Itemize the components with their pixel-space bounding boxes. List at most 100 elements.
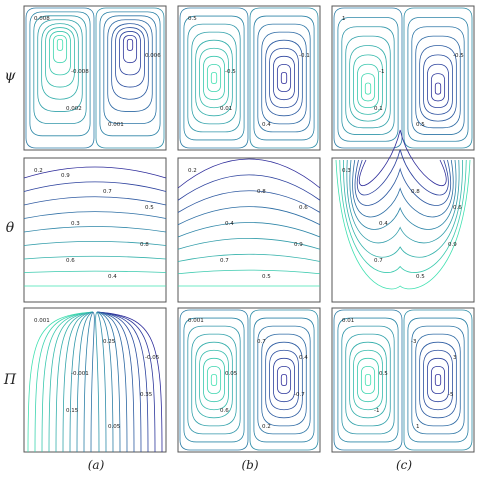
pi-pi-c-contour-0-2	[341, 325, 395, 435]
pi-pi-c-contour-0-4	[349, 341, 387, 419]
pi-pi-b-contour-1-8	[280, 373, 288, 387]
pi-pi-c-contour-0-8	[364, 373, 372, 387]
psi-psi-b-contour-1-2	[257, 23, 311, 133]
pi-pi-a-contour-r-2	[96, 311, 149, 453]
psi-psi-b-contour-0-1	[183, 15, 245, 141]
psi-psi-c-contour-0-4	[349, 45, 387, 122]
psi-psi-b-contour-1-1	[253, 15, 315, 141]
contour-label-psi-a-4: 0.002	[66, 106, 82, 112]
pi-pi-b-contour-0-4	[195, 341, 233, 419]
pi-pi-a-contour-r-9	[95, 311, 100, 453]
pi-pi-a-contour-r-7	[96, 311, 114, 453]
contour-label-theta-c-5: 0.8	[411, 189, 420, 195]
contour-label-pi-a-4: 0.15	[66, 408, 79, 414]
contour-label-pi-b-3: 0.4	[299, 355, 308, 361]
psi-psi-c-contour-0-2	[341, 26, 395, 135]
theta-theta-c-isotherm-3	[352, 159, 454, 218]
psi-psi-c-contour-0-0	[333, 7, 403, 149]
contour-label-theta-c-0: 0.3	[342, 168, 351, 174]
psi-psi-c-contour-0-8	[364, 82, 372, 95]
pi-pi-b-contour-1-0	[249, 309, 319, 451]
psi-psi-b-contour-1-0	[249, 7, 319, 149]
contour-label-psi-a-0: 0.008	[34, 16, 50, 22]
psi-psi-c-contour-0-7	[360, 73, 376, 102]
contour-label-theta-c-6: 0.9	[448, 242, 457, 248]
theta-theta-a-isotherm-4	[23, 226, 167, 233]
contour-label-psi-b-2: 0.4	[262, 122, 271, 128]
pi-pi-a-contour-l-0	[27, 311, 94, 453]
contour-label-psi-c-3: -0.5	[453, 53, 464, 59]
panel-frame-theta-b	[177, 157, 321, 303]
psi-psi-a-contour-1-2	[103, 15, 157, 125]
contour-label-theta-c-4: 0.7	[374, 258, 383, 264]
pi-pi-b-contour-1-3	[261, 333, 307, 427]
col-label-c: (c)	[395, 458, 413, 472]
psi-psi-b-contour-1-5	[269, 47, 299, 109]
psi-psi-a-contour-0-3	[37, 19, 83, 112]
psi-psi-a-contour-0-5	[45, 27, 75, 88]
row-label-pi: Π	[3, 372, 17, 388]
contour-label-theta-b-3: 0.6	[299, 205, 308, 211]
psi-psi-b-contour-1-8	[280, 71, 288, 85]
contour-label-psi-a-3: 0.006	[145, 53, 161, 59]
row-label-theta: θ	[5, 220, 15, 236]
contour-label-psi-c-0: 1	[342, 16, 346, 22]
contour-label-theta-a-2: 0.4	[108, 274, 117, 280]
panel-theta-b: 0.2 0.4 0.5 0.6 0.7 0.8 0.9	[177, 157, 321, 303]
psi-psi-c-contour-0-6	[357, 63, 379, 109]
contour-label-psi-a-2: 0.001	[108, 122, 124, 128]
psi-psi-a-contour-0-6	[49, 31, 71, 76]
psi-psi-c-contour-0-1	[337, 16, 399, 142]
contour-label-psi-b-4: 0.01	[220, 106, 232, 112]
theta-theta-a-isotherm-0	[23, 166, 167, 179]
row-label-psi: ψ	[4, 68, 16, 84]
pi-pi-a-contour-r-3	[96, 311, 142, 453]
psi-psi-c-contour-0-5	[353, 54, 383, 115]
panel-frame-psi-a	[23, 5, 167, 151]
psi-psi-a-contour-1-1	[99, 11, 161, 137]
pi-pi-a-contour-r-1	[96, 311, 156, 453]
theta-theta-a-isotherm-6	[23, 255, 167, 260]
psi-psi-b-contour-1-4	[265, 39, 303, 117]
psi-psi-a-contour-1-5	[115, 27, 145, 88]
pi-pi-c-contour-1-6	[427, 357, 449, 403]
theta-theta-b-isotherm-1	[177, 174, 321, 201]
theta-theta-a-isotherm-2	[23, 196, 167, 206]
contour-label-theta-b-5: 0.8	[257, 189, 266, 195]
contour-label-pi-a-2: 0.05	[108, 424, 121, 430]
pi-pi-b-contour-1-1	[253, 317, 315, 443]
pi-pi-b-contour-0-5	[199, 349, 229, 411]
panel-frame-psi-c	[331, 5, 475, 151]
psi-psi-b-contour-1-7	[276, 63, 292, 93]
pi-pi-b-contour-0-2	[187, 325, 241, 435]
panel-pi-b: 0.001 0.05 0.2 0.4 0.6 0.7 -0.7	[177, 307, 321, 453]
pi-pi-c-contour-1-3	[415, 333, 461, 427]
contour-label-pi-c-2: 1	[416, 424, 420, 430]
pi-pi-a-contour-l-2	[41, 311, 94, 453]
pi-pi-a-contour-r-6	[96, 311, 121, 453]
contour-label-psi-c-1: -1	[379, 69, 384, 75]
pi-pi-a-contour-l-9	[90, 311, 95, 453]
pi-pi-a-contour-l-7	[76, 311, 94, 453]
pi-pi-b-contour-1-5	[269, 349, 299, 411]
contour-label-psi-b-3: -0.1	[299, 53, 310, 59]
pi-pi-c-contour-1-1	[407, 317, 469, 443]
psi-psi-a-contour-1-8	[126, 38, 134, 51]
contour-label-theta-b-4: 0.7	[220, 258, 229, 264]
panel-psi-a: 0.008 -0.008 0.001 0.006 0.002	[23, 5, 167, 151]
contour-label-theta-c-3: 0.6	[453, 205, 462, 211]
theta-theta-b-isotherm-3	[177, 206, 321, 226]
contour-label-pi-b-5: 0.7	[257, 339, 266, 345]
theta-theta-c-isotherm-4	[349, 159, 457, 230]
contour-label-pi-a-1: -0.001	[71, 371, 89, 377]
pi-pi-a-contour-r-0	[96, 311, 163, 453]
contour-label-pi-c-0: 0.01	[342, 318, 354, 324]
contour-label-pi-a-6: 0.35	[140, 392, 153, 398]
pi-pi-c-contour-1-8	[434, 373, 442, 387]
theta-theta-a-isotherm-5	[23, 240, 167, 246]
pi-pi-c-contour-1-2	[411, 325, 465, 435]
pi-pi-a-contour-l-4	[55, 311, 94, 453]
panel-frame-pi-a	[23, 307, 167, 453]
psi-psi-a-contour-0-1	[29, 11, 91, 137]
pi-pi-a-contour-r-4	[96, 311, 135, 453]
